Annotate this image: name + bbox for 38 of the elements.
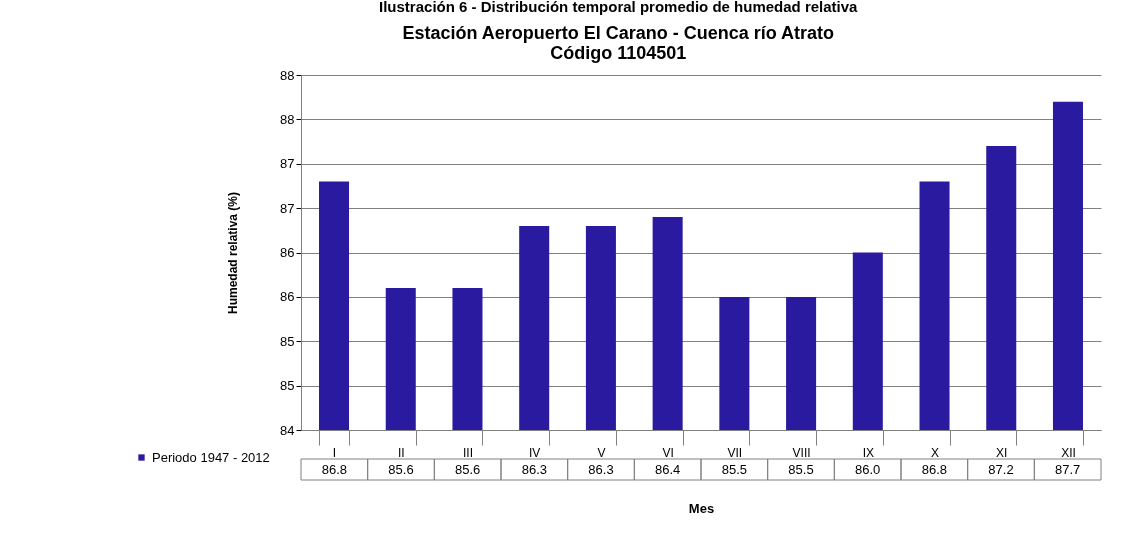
x-tick-label: X (931, 445, 940, 460)
y-tick-label: 85 (280, 333, 295, 349)
y-tick-label: 88 (280, 111, 295, 127)
y-tick-label: 87 (280, 200, 295, 216)
chart-title: Ilustración 6 - Distribución temporal promedio de humedad relativa (379, 0, 859, 15)
data-label: 87.2 (988, 461, 1014, 477)
chart-subtitle: Estación Aeropuerto El Carano - Cuenca río Atrato Código 1104501 (402, 23, 835, 63)
data-label: 85.6 (455, 461, 481, 477)
data-label: 86.4 (655, 461, 681, 477)
x-tick-label: XII (1061, 445, 1076, 460)
y-tick-label: 88 (280, 67, 295, 83)
x-tick-label: IV (529, 445, 541, 460)
data-label: 86.3 (588, 461, 614, 477)
data-label: 86.8 (921, 461, 947, 477)
data-label: 87.7 (1055, 461, 1081, 477)
x-tick-label: III (462, 445, 473, 460)
y-tick-label: 84 (280, 422, 295, 438)
y-tick-label: 87 (280, 156, 295, 172)
x-tick-label: VII (727, 445, 743, 460)
data-label: 86.3 (521, 461, 547, 477)
x-tick-label: V (597, 445, 606, 460)
data-label: 85.6 (388, 461, 414, 477)
x-tick-label: I (332, 445, 337, 460)
x-tick-label: II (397, 445, 405, 460)
y-tick-label: 86 (280, 289, 295, 305)
y-tick-label: 86 (280, 245, 295, 260)
data-label: 86.8 (321, 461, 347, 477)
x-tick-label: VIII (792, 445, 811, 460)
x-axis-title: Mes (688, 500, 715, 516)
x-tick-label: VI (662, 445, 674, 460)
legend-label: Periodo 1947 - 2012 (152, 449, 270, 465)
y-axis-title: Humedad relativa (%) (226, 191, 241, 315)
data-label: 85.5 (788, 461, 814, 477)
x-tick-label: IX (862, 445, 874, 460)
x-tick-label: XI (996, 445, 1008, 460)
data-label: 85.5 (721, 461, 747, 477)
data-label: 86.0 (855, 461, 881, 477)
y-tick-label: 85 (280, 378, 295, 394)
